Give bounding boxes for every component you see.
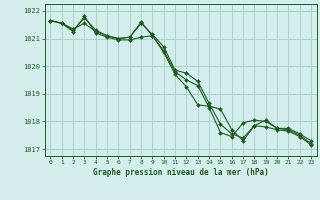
X-axis label: Graphe pression niveau de la mer (hPa): Graphe pression niveau de la mer (hPa) <box>93 168 269 177</box>
